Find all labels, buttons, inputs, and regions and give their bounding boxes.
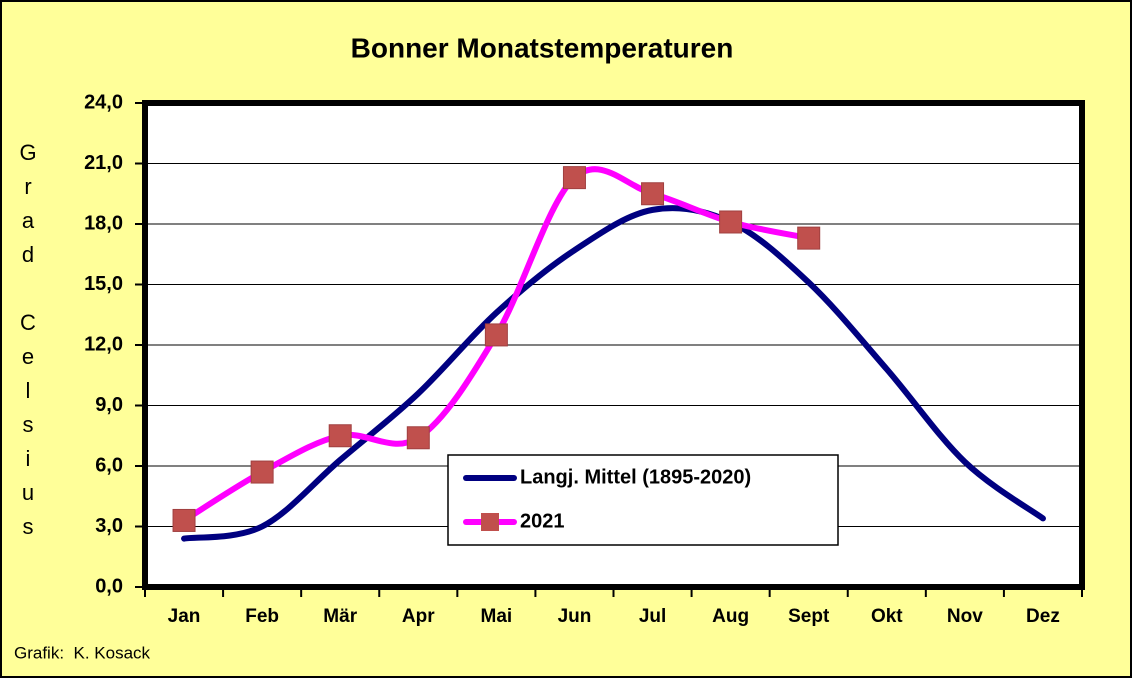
x-tick-label: Sept — [788, 606, 830, 627]
marker — [250, 460, 274, 484]
x-tick-label: Jun — [558, 606, 592, 627]
x-tick-label: Aug — [712, 606, 749, 627]
x-tick-label: Dez — [1026, 606, 1060, 627]
legend-box — [447, 454, 839, 546]
marker — [797, 226, 821, 250]
x-tick-label: Mär — [323, 606, 357, 627]
plot-border — [142, 100, 1085, 590]
y-tick-label: 24,0 — [84, 91, 123, 113]
x-tick-label: Okt — [871, 606, 903, 627]
y-tick-label: 6,0 — [95, 454, 123, 476]
marker — [641, 182, 665, 206]
y-tick-label: 18,0 — [84, 212, 123, 234]
marker — [172, 508, 196, 532]
chart-title: Bonner Monatstemperaturen — [351, 32, 734, 63]
line — [181, 205, 1046, 542]
y-tick-label: 9,0 — [95, 394, 123, 416]
legend-marker — [481, 513, 499, 531]
marker — [328, 424, 352, 448]
x-tick-label: Feb — [245, 606, 279, 627]
legend-label: 2021 — [520, 510, 565, 532]
legend-label: Langj. Mittel (1895-2020) — [520, 466, 751, 488]
x-tick-label: Jan — [168, 606, 201, 627]
legend: Langj. Mittel (1895-2020) 2021 — [447, 454, 839, 546]
x-tick-label: Jul — [639, 606, 666, 627]
marker — [562, 166, 586, 190]
x-tick-label: Nov — [947, 606, 983, 627]
y-tick-label: 3,0 — [95, 515, 123, 537]
marker — [406, 426, 430, 450]
y-axis-label: Grad Celsius — [16, 140, 41, 548]
footer: Grafik: K. Kosack — [14, 643, 151, 662]
y-tick-label: 12,0 — [84, 333, 123, 355]
x-tick-label: Mai — [481, 606, 513, 627]
marker — [719, 210, 743, 234]
x-tick-label: Apr — [402, 606, 435, 627]
y-tick-label: 0,0 — [95, 575, 123, 597]
marker — [484, 323, 508, 347]
y-tick-label: 15,0 — [84, 273, 123, 295]
y-tick-label: 21,0 — [84, 152, 123, 174]
